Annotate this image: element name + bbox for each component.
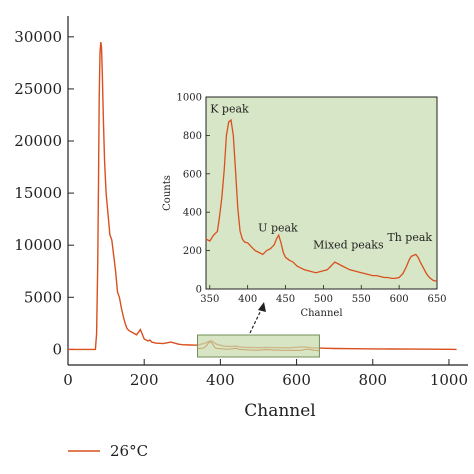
- y-tick-label: 30000: [14, 28, 62, 46]
- zoom-region-box: [197, 334, 320, 358]
- y-tick-label: 20000: [14, 132, 62, 150]
- y-tick-label: 10000: [14, 236, 62, 254]
- x-tick-label: 200: [130, 371, 159, 389]
- x-tick-label: 0: [63, 371, 73, 389]
- inset-y-tick-label: 0: [196, 285, 202, 296]
- inset-annotation: U peak: [258, 221, 298, 234]
- inset-annotation: Mixed peaks: [313, 239, 384, 252]
- legend: 26°C: [68, 442, 148, 460]
- inset-background: [205, 96, 438, 290]
- x-axis-title: Channel: [244, 401, 316, 421]
- inset-y-axis-title: Counts: [162, 175, 173, 211]
- y-tick-label: 0: [52, 340, 62, 358]
- inset-x-tick-label: 400: [238, 294, 257, 305]
- inset-annotation: K peak: [210, 102, 249, 115]
- inset-y-tick-label: 400: [183, 208, 202, 219]
- inset-x-tick-label: 600: [390, 294, 409, 305]
- inset-annotation: Th peak: [387, 231, 432, 244]
- inset-x-tick-label: 650: [427, 294, 446, 305]
- inset-y-tick-label: 200: [183, 246, 202, 257]
- inset-y-tick-label: 800: [183, 131, 202, 142]
- x-tick-label: 400: [206, 371, 235, 389]
- zoom-region-trace: [197, 341, 320, 352]
- x-tick-label: 600: [282, 371, 311, 389]
- inset-x-tick-label: 450: [276, 294, 295, 305]
- inset-series-line: [205, 118, 438, 282]
- inset-y-tick-label: 600: [183, 169, 202, 180]
- inset-x-axis-title: Channel: [300, 308, 342, 319]
- inset-plot: 0 200 400 600 800 1000 350 400 450 500 550 600 650 Ch…: [162, 93, 447, 320]
- inset-x-tick-label: 550: [352, 294, 371, 305]
- legend-label-26c: 26°C: [110, 442, 148, 460]
- x-tick-label: 1000: [430, 371, 468, 389]
- y-tick-label: 5000: [24, 288, 62, 306]
- zoom-layer: [197, 302, 320, 358]
- zoom-arrow-head: [258, 302, 266, 312]
- zoom-arrow-line: [249, 307, 263, 334]
- y-tick-label: 25000: [14, 80, 62, 98]
- x-tick-label: 800: [358, 371, 387, 389]
- inset-x-tick-label: 500: [314, 294, 333, 305]
- inset-y-tick-label: 1000: [177, 93, 202, 104]
- inset-x-tick-label: 350: [200, 294, 219, 305]
- y-tick-label: 15000: [14, 184, 62, 202]
